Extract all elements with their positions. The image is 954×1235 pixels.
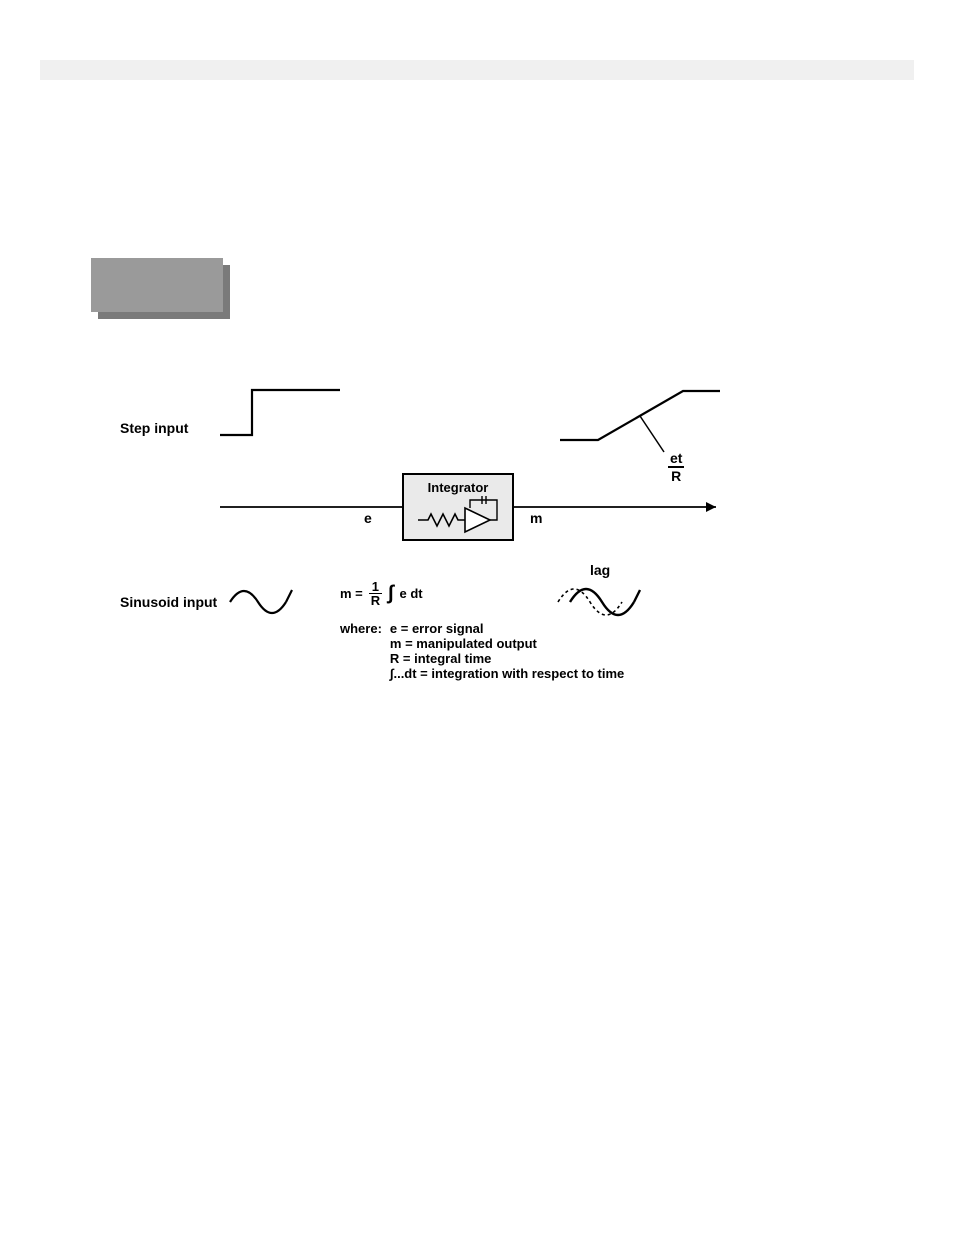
integrator-block-label: Integrator — [428, 480, 489, 495]
header-bar — [40, 60, 914, 80]
eq-where: where: — [340, 621, 382, 681]
integrator-diagram: Step input Sinusoid input lag et R e m I… — [120, 370, 840, 750]
eq-m-equals: m = — [340, 586, 363, 601]
output-arrowhead — [706, 502, 716, 512]
sinusoid-input-wave — [230, 591, 286, 613]
etr-callout-line — [640, 416, 664, 452]
eq-R: R — [371, 594, 380, 607]
gray-box — [91, 258, 223, 312]
eq-line-1: m = manipulated output — [390, 636, 624, 651]
step-output-path — [560, 391, 720, 440]
eq-line-3: ∫...dt = integration with respect to tim… — [390, 666, 624, 681]
equation-block: m = 1 R ∫ e dt where: e = error signal m… — [340, 580, 624, 681]
eq-line-2: R = integral time — [390, 651, 624, 666]
sinusoid-input-tail — [286, 590, 292, 602]
eq-line-0: e = error signal — [390, 621, 624, 636]
eq-integral: ∫ — [388, 582, 393, 605]
sinusoid-output-tail — [634, 590, 640, 602]
diagram-svg: Integrator — [120, 370, 840, 750]
eq-rest: e dt — [399, 586, 422, 601]
eq-one: 1 — [369, 580, 382, 594]
step-input-path — [220, 390, 340, 435]
